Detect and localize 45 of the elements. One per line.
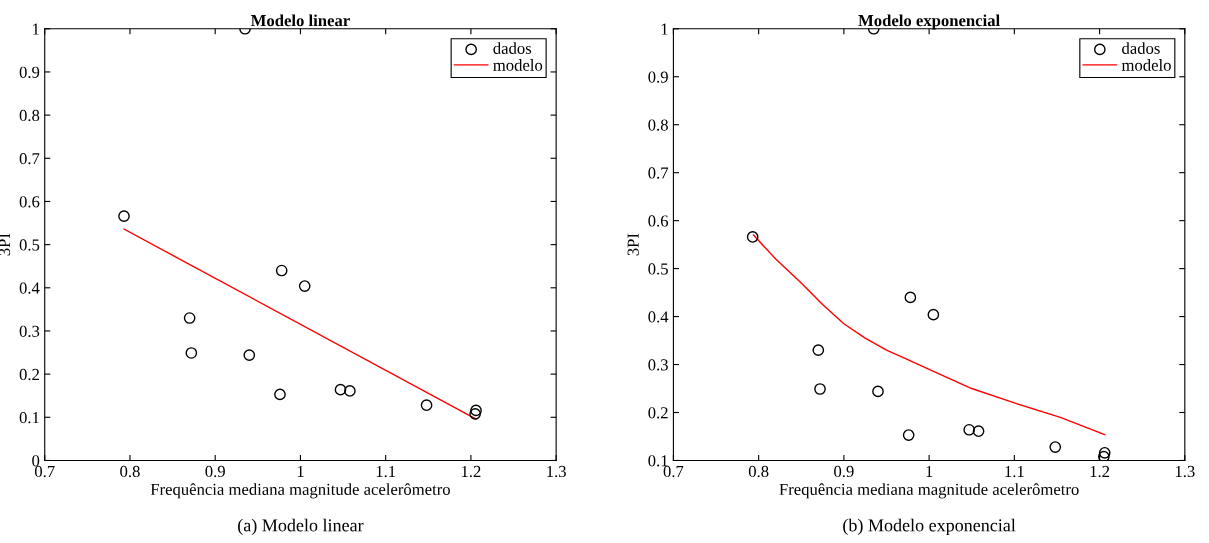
legend-label: dados: [493, 42, 532, 54]
text: (a) Modelo linear: [238, 518, 364, 536]
y-tick-label: 0.8: [648, 119, 668, 131]
y-tick-label: 0.7: [648, 167, 669, 179]
x-tick-label: 1.2: [1090, 465, 1110, 478]
x-axis-title: Frequência mediana magnitude acelerômetro: [779, 483, 1079, 499]
y-tick-label: 0.1: [648, 455, 668, 467]
x-tick-label: 0.9: [834, 465, 854, 478]
x-tick-label: 1.3: [1175, 465, 1195, 478]
x-tick-label: 0.8: [120, 465, 140, 478]
x-tick-label: 1.3: [547, 465, 566, 478]
chart-title: Modelo exponencial: [858, 14, 1000, 30]
y-tick-label: 0.3: [19, 325, 40, 337]
x-tick-label: 1: [926, 465, 933, 477]
y-tick-label: 0.1: [19, 411, 39, 424]
y-tick-label: 0.3: [648, 359, 668, 371]
legend-label: modelo: [493, 59, 543, 71]
y-tick-label: 0: [32, 455, 40, 467]
x-axis-title: Frequência mediana magnitude acelerômetro: [150, 483, 450, 499]
y-tick-label: 0.4: [648, 311, 669, 323]
y-tick-label: 0.7: [19, 152, 40, 165]
y-axis-title: 3PI: [627, 233, 639, 256]
legend-label: dados: [1122, 42, 1160, 54]
y-tick-label: 0.9: [648, 71, 668, 83]
y-tick-label: 0.8: [19, 109, 40, 122]
x-tick-label: 1.2: [461, 465, 481, 478]
y-tick-label: 0.4: [19, 282, 40, 294]
chart-title: Modelo linear: [250, 14, 350, 27]
y-tick-label: 0.9: [19, 66, 40, 78]
y-tick-label: 0.2: [19, 368, 39, 381]
x-tick-label: 0.8: [748, 465, 769, 478]
y-tick-label: 0.2: [648, 407, 668, 419]
y-tick-label: 0.6: [648, 215, 669, 227]
text: (b) Modelo exponencial: [843, 518, 1016, 536]
y-tick-label: 0.5: [648, 263, 668, 275]
x-tick-label: 0.9: [205, 465, 225, 478]
x-tick-label: 1.1: [1005, 465, 1024, 478]
y-tick-label: 1: [661, 23, 668, 35]
x-tick-label: 1: [297, 465, 304, 477]
y-tick-label: 1: [33, 23, 39, 35]
x-tick-label: 1.1: [376, 465, 396, 478]
y-tick-label: 0.6: [19, 196, 40, 208]
x-tick-label: 0.7: [663, 465, 684, 478]
legend-label: modelo: [1121, 59, 1171, 71]
y-tick-label: 0.5: [19, 239, 40, 251]
